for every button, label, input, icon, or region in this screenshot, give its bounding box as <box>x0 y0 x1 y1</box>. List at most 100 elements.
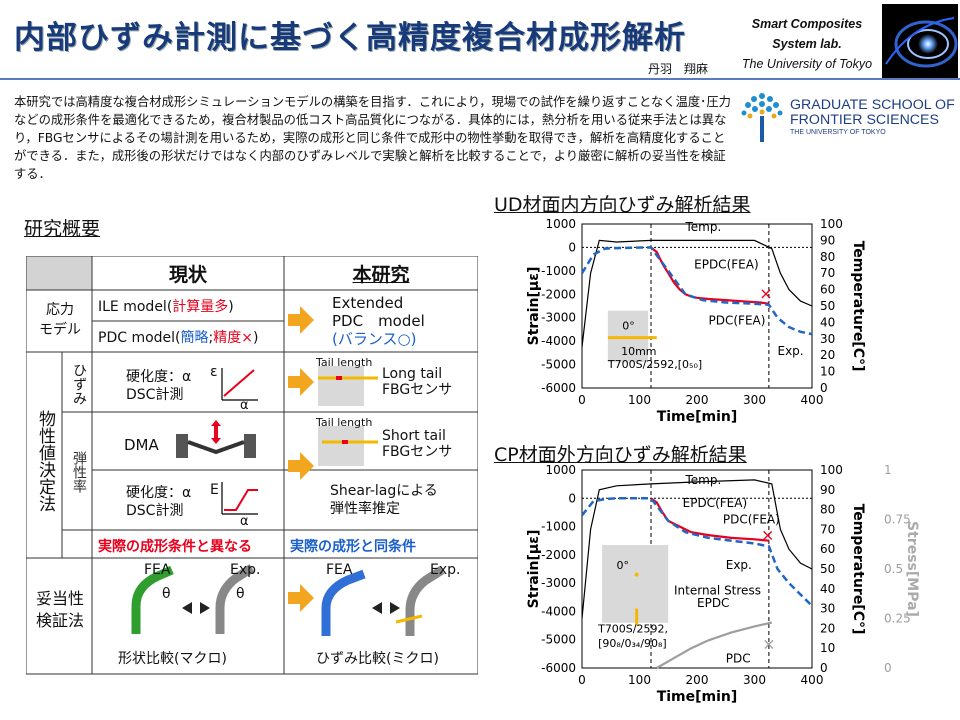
y2-tick-label: 0 <box>820 661 828 675</box>
hardness1-b: DSC計測 <box>126 387 184 403</box>
fea-label-2: FEA <box>326 562 353 578</box>
y-tick-label: -3000 <box>541 576 576 590</box>
x-tick-label: 200 <box>686 393 709 407</box>
page-title: 内部ひずみ計測に基づく高精度複合材成形解析 <box>14 20 686 56</box>
lab-line2: System lab. <box>772 37 842 51</box>
alpha-symbol-2: α <box>240 514 249 529</box>
series-line-epdcfea <box>650 246 770 305</box>
validation-method-label: 妥当性検証法 <box>35 589 84 630</box>
y2-tick-label: 80 <box>820 250 835 264</box>
fbg-sensor-label-1: FBGセンサ <box>382 382 453 398</box>
y-tick-label: -3000 <box>541 311 576 325</box>
y2-tick-label: 30 <box>820 602 835 616</box>
col-current-header: 現状 <box>168 264 207 286</box>
pdc-cross-marker: × <box>759 284 772 303</box>
y3-tick-label: 0.25 <box>884 612 911 626</box>
specimen-fiber-dot <box>634 572 639 577</box>
y2-tick-label: 50 <box>820 562 835 576</box>
school-line2: FRONTIER SCIENCES <box>790 112 939 128</box>
y2-tick-label: 20 <box>820 621 835 635</box>
annotation-internal-epdc: EPDC <box>697 596 729 610</box>
hardness2-a: 硬化度：α <box>126 485 192 501</box>
x-tick-label: 300 <box>743 673 766 687</box>
y2-axis-label: Temperature[C°] <box>850 241 866 372</box>
hizumi-label: ひずみ <box>71 363 87 405</box>
y-tick-label: -1000 <box>541 264 576 278</box>
eps-symbol: ε <box>210 364 218 380</box>
pdc-red: 精度× <box>213 330 253 346</box>
x-tick-label: 100 <box>628 673 651 687</box>
chart1-svg: 10000-1000-2000-3000-4000-5000-600010090… <box>526 217 866 425</box>
annotation-epdc: EPDC(FEA) <box>683 496 748 510</box>
school-name: GRADUATE SCHOOL OF FRONTIER SCIENCES THE… <box>790 98 955 138</box>
series-line-exp <box>581 497 813 607</box>
y-axis-label: Strain[με] <box>526 267 542 346</box>
y-tick-label: -6000 <box>541 661 576 675</box>
short-tail-sensor-icon <box>318 426 378 466</box>
header-divider <box>0 78 960 80</box>
lab-line1: Smart Composites <box>751 17 863 31</box>
y3-tick-label: 0.5 <box>884 562 903 576</box>
y-tick-label: -4000 <box>541 334 576 348</box>
annotation-epdc: EPDC(FEA) <box>694 258 759 272</box>
hardness1-text: 硬化度：α DSC計測 <box>126 368 191 404</box>
y2-tick-label: 40 <box>820 315 835 329</box>
series-line-exp <box>580 246 813 336</box>
y2-tick-label: 70 <box>820 522 835 536</box>
y3-tick-label: 0 <box>884 661 892 675</box>
hardness2-text: 硬化度：α DSC計測 <box>126 484 191 520</box>
extended-pdc-text: Extended PDC model (バランス○) <box>332 294 425 348</box>
y2-tick-label: 10 <box>820 365 835 379</box>
pdc-model-text: PDC model(簡略;精度×) <box>98 327 258 347</box>
tail-length-2: Tail length <box>316 416 373 429</box>
y-tick-label: -5000 <box>541 358 576 372</box>
chart2-title: CP材面外方向ひずみ解析結果 <box>494 444 747 466</box>
annotation-stress-pdc: PDC <box>726 651 751 665</box>
ile-prefix: ILE model( <box>98 299 173 315</box>
school-line3: THE UNIVERSITY OF TOKYO <box>790 129 886 136</box>
pdc-sep: ; <box>208 330 214 346</box>
annotation-temp: Temp. <box>685 220 722 234</box>
y-tick-label: -6000 <box>541 381 576 395</box>
y-tick-label: 1000 <box>545 463 576 477</box>
e-symbol: E <box>210 482 219 498</box>
ile-model-text: ILE model(計算量多) <box>98 296 234 316</box>
annotation-material: T700S/2592,[0₅₀] <box>607 358 702 371</box>
lab-logo-icon <box>882 4 958 80</box>
x-tick-label: 100 <box>628 393 651 407</box>
exp-label-2: Exp. <box>430 562 461 578</box>
y2-tick-label: 60 <box>820 283 835 297</box>
series-line-temp <box>581 479 813 619</box>
y3-tick-label: 0.75 <box>884 513 911 527</box>
lab-name: Smart Composites System lab. The Univers… <box>734 14 880 74</box>
ile-suffix: ) <box>228 299 234 315</box>
y2-tick-label: 100 <box>820 463 843 477</box>
lab-line3: The University of Tokyo <box>741 57 873 71</box>
alpha-symbol-1: α <box>240 398 249 413</box>
pdc-blue: 簡略 <box>180 330 209 346</box>
short-tail-label: Short tail <box>382 428 446 444</box>
long-tail-text: Long tail FBGセンサ <box>382 366 452 398</box>
col-this-header: 本研究 <box>352 264 410 286</box>
y2-tick-label: 10 <box>820 641 835 655</box>
series-line-temp <box>581 239 813 348</box>
y2-tick-label: 30 <box>820 332 835 346</box>
school-tree-icon <box>740 90 784 144</box>
x-tick-label: 0 <box>578 673 586 687</box>
dma-label: DMA <box>124 436 159 454</box>
x-tick-label: 400 <box>801 673 824 687</box>
series-line-internalstressepdc <box>656 621 773 669</box>
x-tick-label: 400 <box>801 393 824 407</box>
e-alpha-graph <box>221 482 258 515</box>
annotation-internal-stress: Internal Stress <box>674 583 761 597</box>
hardness2-b: DSC計測 <box>126 503 184 519</box>
y-tick-label: -2000 <box>541 548 576 562</box>
annotation-layup: [90₈/0₃₄/90₈] <box>598 637 667 650</box>
long-tail-sensor-icon <box>318 366 378 406</box>
dma-fixture-icon <box>176 420 256 458</box>
y2-tick-label: 100 <box>820 217 843 231</box>
strain-compare-label: ひずみ比較(ミクロ) <box>316 651 439 667</box>
school-line1: GRADUATE SCHOOL OF <box>790 97 955 113</box>
ext-line2: PDC model <box>332 312 425 330</box>
chart1-title: UD材面内方向ひずみ解析結果 <box>494 194 751 216</box>
